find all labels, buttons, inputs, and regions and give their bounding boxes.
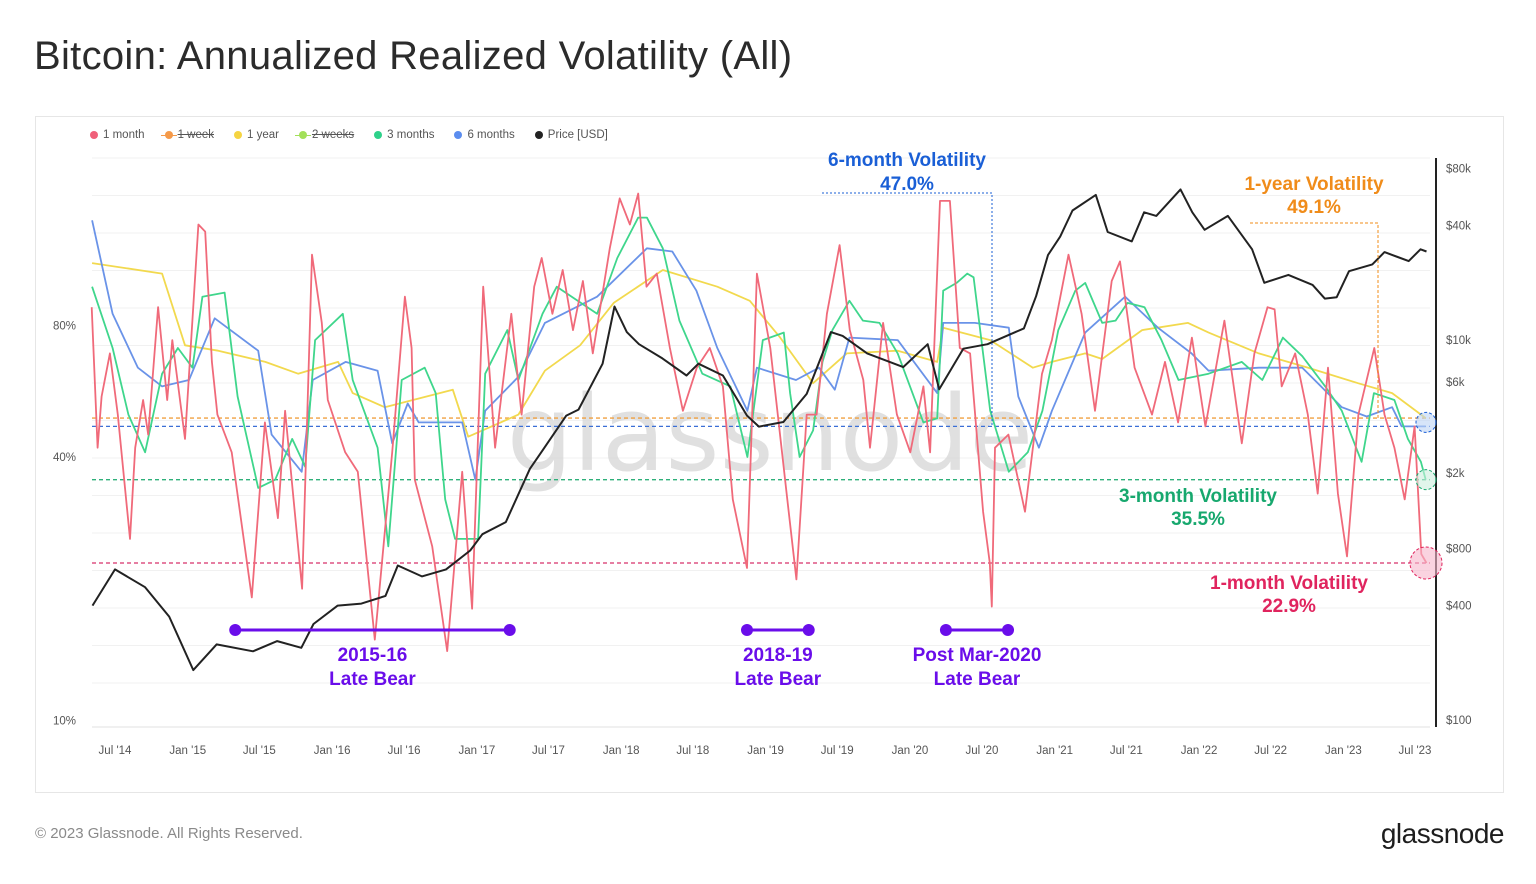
one-year-value: 49.1% [1287,197,1341,218]
bear-period-sublabel: Late Bear [329,669,416,690]
bear-period-label: 2015-16 [338,645,408,666]
legend-label: 2 weeks [311,129,355,141]
x-tick-label: Jan '19 [747,745,784,757]
legend-label: 1 year [247,129,279,141]
three-month-end-marker [1415,469,1437,491]
series-line-3-months [91,216,1427,548]
legend-dot-icon [294,131,311,139]
legend-dot-icon [374,131,383,139]
one-month-label: 1-month Volatility [1210,573,1368,594]
x-tick-label: Jul '18 [676,745,709,757]
legend-item-2-weeks[interactable]: 2 weeks [294,129,355,141]
series-lines [90,188,1428,672]
x-tick-label: Jan '23 [1325,745,1362,757]
bear-period-sublabel: Late Bear [934,669,1021,690]
gridlines [92,157,1430,684]
legend-item-3-months[interactable]: 3 months [374,129,434,141]
legend-label: Price [USD] [547,129,608,141]
series-line-price-usd- [91,188,1427,672]
one-year-label: 1-year Volatility [1244,174,1383,195]
six-month-callout-line [822,192,993,427]
x-tick-label: Jan '18 [603,745,640,757]
x-tick-label: Jul '20 [965,745,998,757]
legend-label: 6 months [467,129,515,141]
watermark: glassnode [507,373,1034,495]
x-tick-label: Jan '16 [314,745,351,757]
x-tick-label: Jul '19 [821,745,854,757]
x-tick-label: Jul '23 [1399,745,1432,757]
legend-dot-icon [234,131,242,139]
x-tick-label: Jul '21 [1110,745,1143,757]
y-tick-label: 80% [53,320,76,332]
bear-range-start [229,624,242,636]
y2-tick-label: $80k [1446,163,1471,175]
one-month-value: 22.9% [1262,596,1316,617]
x-tick-label: Jan '21 [1036,745,1073,757]
bear-range-end [802,624,815,636]
one-year-callout-line [1250,222,1379,419]
one-month-end-marker [1409,546,1443,580]
legend-dot-icon [534,131,543,139]
six-month-label: 6-month Volatility [828,150,986,171]
legend-item-price-usd-[interactable]: Price [USD] [534,129,608,141]
legend-item-1-week[interactable]: 1 week [160,129,214,141]
legend-dot-icon [90,131,98,139]
x-tick-label: Jan '15 [169,745,206,757]
chart-panel [35,116,1504,793]
glassnode-logo: glassnode [1380,818,1505,849]
series-line-6-months [91,220,1426,481]
bear-range-end [1002,624,1015,636]
legend-label: 1 month [103,129,145,141]
y2-tick-label: $10k [1446,335,1471,347]
x-tick-label: Jul '17 [532,745,565,757]
y2-tick-label: $2k [1446,468,1465,480]
y2-tick-label: $100 [1446,715,1472,727]
x-tick-label: Jul '14 [99,745,132,757]
legend-dot-icon [160,131,177,139]
bear-range-start [939,624,952,636]
legend-dot-icon [454,131,463,139]
three-month-label: 3-month Volatility [1119,486,1277,507]
legend-label: 3 months [387,129,435,141]
y2-tick-label: $6k [1446,377,1465,389]
legend-item-1-month[interactable]: 1 month [90,129,145,141]
legend-item-6-months[interactable]: 6 months [454,129,515,141]
y2-tick-label: $40k [1446,221,1471,233]
copyright: © 2023 Glassnode. All Rights Reserved. [35,825,303,842]
six-month-end-marker [1415,411,1437,433]
bear-range-start [741,624,754,636]
annotations: 6-month Volatility 47.0% 1-year Volatility… [329,150,1443,690]
page-title: Bitcoin: Annualized Realized Volatility … [34,34,793,78]
y2-tick-label: $800 [1446,543,1472,555]
bear-period-label: 2018-19 [743,645,813,666]
bear-period-sublabel: Late Bear [735,669,822,690]
x-tick-label: Jan '22 [1181,745,1218,757]
bear-markers [229,624,1015,636]
legend-item-1-year[interactable]: 1 year [234,129,279,141]
six-month-value: 47.0% [880,174,934,195]
legend-label: 1 week [177,129,214,141]
series-line-1-month [90,192,1428,652]
legend: 1 month 1 week 1 year 2 weeks 3 months 6 mont… [90,129,608,141]
y-tick-label: 40% [53,452,76,464]
x-tick-label: Jan '17 [459,745,496,757]
bear-range-end [503,624,516,636]
x-tick-label: Jul '16 [388,745,421,757]
three-month-value: 35.5% [1171,509,1225,530]
x-tick-label: Jul '15 [243,745,276,757]
axes: Jul '14 Jan '15 Jul '15 Jan '16 Jul '16 Jan '… [53,158,1472,757]
x-tick-label: Jan '20 [892,745,929,757]
x-tick-label: Jul '22 [1254,745,1287,757]
y2-tick-label: $400 [1446,601,1472,613]
bear-period-label: Post Mar-2020 [913,645,1042,666]
series-line-1-year [91,262,1427,438]
y-tick-label: 10% [53,715,76,727]
